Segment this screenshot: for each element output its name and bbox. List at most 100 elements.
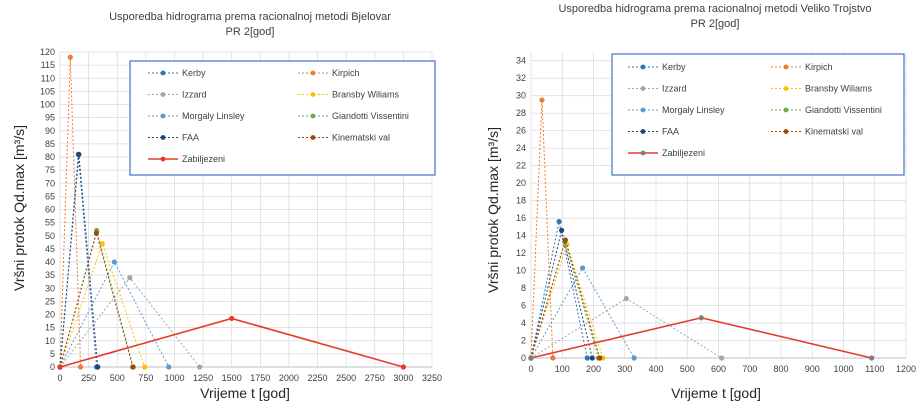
data-point-kinematski-val xyxy=(93,230,99,236)
y-tick-label: 5 xyxy=(50,349,55,359)
y-tick-label: 32 xyxy=(516,73,526,83)
y-tick-label: 95 xyxy=(45,113,55,123)
data-point-kirpich xyxy=(539,97,545,103)
series-line-kerby xyxy=(530,221,588,359)
data-point-morgaly-linsley xyxy=(579,265,586,271)
y-tick-label: 30 xyxy=(516,91,526,101)
x-tick-label: 2250 xyxy=(308,373,328,383)
x-tick-label: 400 xyxy=(648,364,663,374)
x-tick-label: 3000 xyxy=(393,373,413,383)
chart-subtitle: PR 2[god] xyxy=(226,26,275,38)
x-tick-label: 2750 xyxy=(365,373,385,383)
data-point-kinematski-val xyxy=(597,355,603,361)
legend-marker-bransby-wiliams xyxy=(310,92,316,97)
y-tick-label: 55 xyxy=(45,218,55,228)
legend: Kerby Kirpich Izzard Bransby Wiliams Morgaly… xyxy=(611,53,905,176)
x-tick-label: 1750 xyxy=(250,373,270,383)
data-point-izzard xyxy=(623,295,629,302)
data-point-faa xyxy=(76,151,82,157)
data-point-kerby xyxy=(556,219,562,225)
chart-title: Usporedba hidrograma prema racionalnoj m… xyxy=(109,11,391,23)
x-tick-label: 0 xyxy=(57,373,62,383)
y-axis-title: Vršni protok Qd.max [m³/s] xyxy=(11,125,27,291)
legend-label-bransby-wiliams: Bransby Wiliams xyxy=(805,84,873,94)
data-point-morgaly-linsley xyxy=(631,355,637,361)
legend-marker-izzard xyxy=(640,86,646,91)
legend-label-kinematski-val: Kinematski val xyxy=(332,133,390,143)
x-tick-label: 700 xyxy=(742,364,757,374)
series-line-kinematski-val xyxy=(530,238,601,359)
x-tick-label: 1000 xyxy=(164,373,184,383)
y-tick-label: 4 xyxy=(521,318,526,328)
series-line-morgaly-linsley xyxy=(59,260,170,368)
x-tick-label: 100 xyxy=(555,364,570,374)
y-tick-label: 80 xyxy=(45,152,55,162)
legend-marker-giandotti-vissentini xyxy=(310,113,316,119)
legend-marker-zabiljezeni xyxy=(160,156,166,162)
x-tick-label: 750 xyxy=(138,373,153,383)
legend-label-giandotti-vissentini: Giandotti Vissentini xyxy=(805,105,882,115)
legend-box xyxy=(129,60,436,176)
y-tick-label: 70 xyxy=(45,178,55,188)
legend-label-kerby: Kerby xyxy=(662,62,686,72)
x-tick-label: 1100 xyxy=(865,364,884,374)
chart-bjelovar: Usporedba hidrograma prema racionalnoj m… xyxy=(11,11,442,401)
data-point-morgaly-linsley xyxy=(166,364,172,370)
series-line-kinematski-val xyxy=(59,231,134,368)
y-tick-label: 120 xyxy=(40,47,55,57)
y-tick-label: 110 xyxy=(41,73,55,83)
data-point-zabiljezeni xyxy=(229,315,235,322)
x-tick-label: 1250 xyxy=(193,373,213,383)
series-line-izzard xyxy=(530,297,722,359)
y-tick-label: 20 xyxy=(45,310,55,320)
legend-label-faa: FAA xyxy=(662,127,679,137)
data-point-kirpich xyxy=(67,54,73,60)
y-tick-label: 10 xyxy=(516,266,526,276)
legend-label-morgaly-linsley: Morgaly Linsley xyxy=(662,105,725,115)
plot-area: 0 250 500 750 1000 1250 1500 1750 2000 2250 2500 27… xyxy=(40,47,442,383)
y-tick-label: 0 xyxy=(521,353,526,363)
x-tick-label: 3250 xyxy=(422,373,442,383)
legend-label-faa: FAA xyxy=(182,133,199,143)
y-tick-label: 35 xyxy=(45,270,55,280)
data-point-morgaly-linsley xyxy=(111,259,117,265)
x-tick-label: 500 xyxy=(680,364,695,374)
y-tick-label: 26 xyxy=(516,126,526,136)
data-point-kirpich xyxy=(78,364,84,370)
legend-box xyxy=(611,53,905,176)
y-tick-label: 85 xyxy=(45,139,55,149)
y-tick-label: 34 xyxy=(516,56,526,66)
y-tick-label: 50 xyxy=(45,231,55,241)
x-tick-label: 900 xyxy=(805,364,820,374)
legend-marker-morgaly-linsley xyxy=(160,113,166,119)
data-point-bransby-wiliams xyxy=(99,241,105,247)
legend-marker-morgaly-linsley xyxy=(640,107,646,113)
y-tick-label: 28 xyxy=(516,108,526,118)
y-tick-label: 12 xyxy=(516,248,526,258)
series-line-kirpich xyxy=(59,57,82,368)
legend-marker-faa xyxy=(160,135,166,140)
data-point-bransby-wiliams xyxy=(142,364,148,370)
series-line-morgaly-linsley xyxy=(530,266,635,359)
legend: Kerby Kirpich Izzard Bransby Wiliams Morgaly… xyxy=(129,60,436,176)
series-line-kerby xyxy=(59,154,98,368)
legend-label-morgaly-linsley: Morgaly Linsley xyxy=(182,111,245,121)
legend-label-izzard: Izzard xyxy=(662,84,687,94)
data-point-zabiljezeni xyxy=(698,315,704,321)
legend-label-izzard: Izzard xyxy=(182,90,207,100)
legend-marker-giandotti-vissentini xyxy=(783,107,789,113)
y-axis-title: Vršni protok Qd.max [m³/s] xyxy=(485,127,501,293)
data-point-kirpich xyxy=(550,355,556,361)
data-point-faa xyxy=(95,364,101,370)
data-point-faa xyxy=(589,355,595,361)
y-tick-label: 65 xyxy=(45,191,55,201)
legend-label-zabiljezeni: Zabiljezeni xyxy=(662,148,705,158)
y-tick-label: 6 xyxy=(521,301,526,311)
y-tick-label: 16 xyxy=(516,213,526,223)
legend-marker-kinematski-val xyxy=(783,129,789,134)
chart-veliko-trojstvo: Usporedba hidrograma prema racionalnoj m… xyxy=(485,3,916,401)
y-tick-label: 105 xyxy=(40,86,55,96)
legend-marker-kirpich xyxy=(310,70,316,76)
x-tick-label: 500 xyxy=(110,373,125,383)
